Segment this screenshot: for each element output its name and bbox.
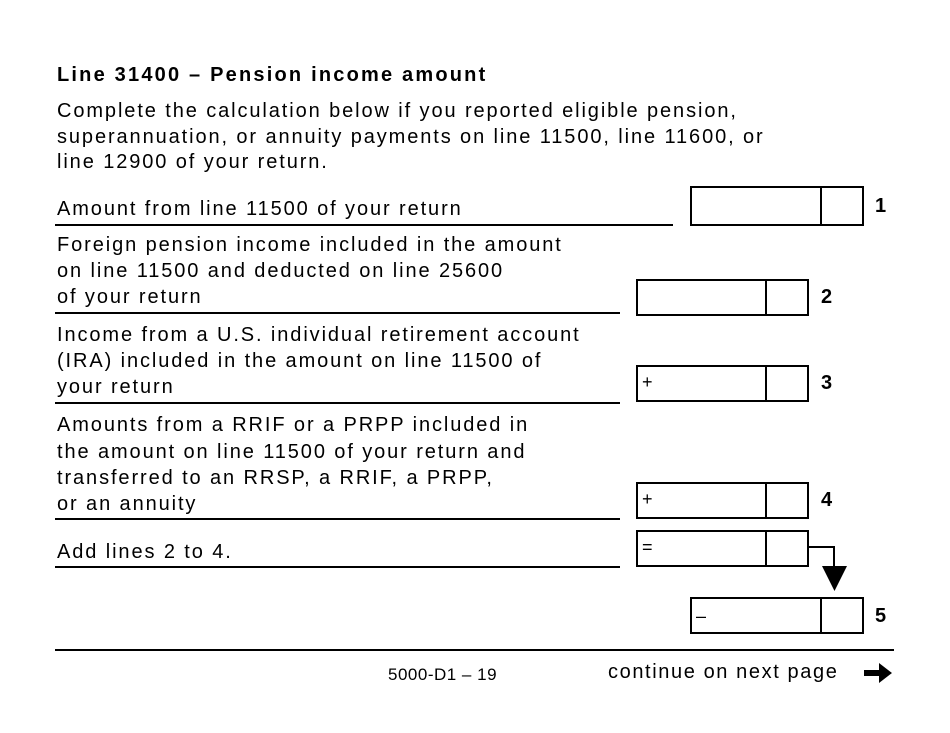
plus-operator: + (642, 489, 653, 509)
row3-underline (55, 402, 620, 404)
line-number-5: 5 (875, 605, 887, 627)
section-title: Line 31400 – Pension income amount (57, 64, 488, 86)
row1-underline (55, 224, 673, 226)
intro-line: superannuation, or annuity payments on l… (57, 126, 765, 148)
line2-input[interactable] (636, 279, 809, 316)
row2-label: of your return (57, 286, 203, 308)
row4-label: Amounts from a RRIF or a PRPP included i… (57, 414, 530, 436)
intro-line: line 12900 of your return. (57, 151, 329, 173)
row4-label: the amount on line 11500 of your return … (57, 441, 527, 463)
line1-input[interactable] (690, 186, 864, 226)
line-number-3: 3 (821, 372, 833, 394)
row4-label: or an annuity (57, 493, 198, 515)
form-id: 5000-D1 – 19 (388, 665, 498, 684)
row2-label: Foreign pension income included in the a… (57, 234, 563, 256)
footer-rule (55, 649, 894, 651)
line4-input[interactable]: + (636, 482, 809, 519)
row4-underline (55, 518, 620, 520)
row2-label: on line 11500 and deducted on line 25600 (57, 260, 505, 282)
continue-text: continue on next page (608, 661, 839, 683)
arrow-down-icon (809, 546, 847, 591)
minus-operator: – (696, 606, 707, 626)
subtotal-input[interactable]: = (636, 530, 809, 567)
line-number-2: 2 (821, 286, 833, 308)
arrow-right-icon (864, 663, 892, 683)
subtotal-label: Add lines 2 to 4. (57, 541, 233, 563)
row2-underline (55, 312, 620, 314)
line-number-4: 4 (821, 489, 833, 511)
row3-label: (IRA) included in the amount on line 115… (57, 350, 543, 372)
row3-label: Income from a U.S. individual retirement… (57, 324, 581, 346)
line5-input[interactable]: – (690, 597, 864, 634)
row1-label: Amount from line 11500 of your return (57, 198, 463, 220)
row4-label: transferred to an RRSP, a RRIF, a PRPP, (57, 467, 494, 489)
plus-operator: + (642, 372, 653, 392)
intro-line: Complete the calculation below if you re… (57, 100, 738, 122)
equals-operator: = (642, 537, 653, 557)
line-number-1: 1 (875, 195, 887, 217)
line3-input[interactable]: + (636, 365, 809, 402)
row3-label: your return (57, 376, 175, 398)
subtotal-underline (55, 566, 620, 568)
